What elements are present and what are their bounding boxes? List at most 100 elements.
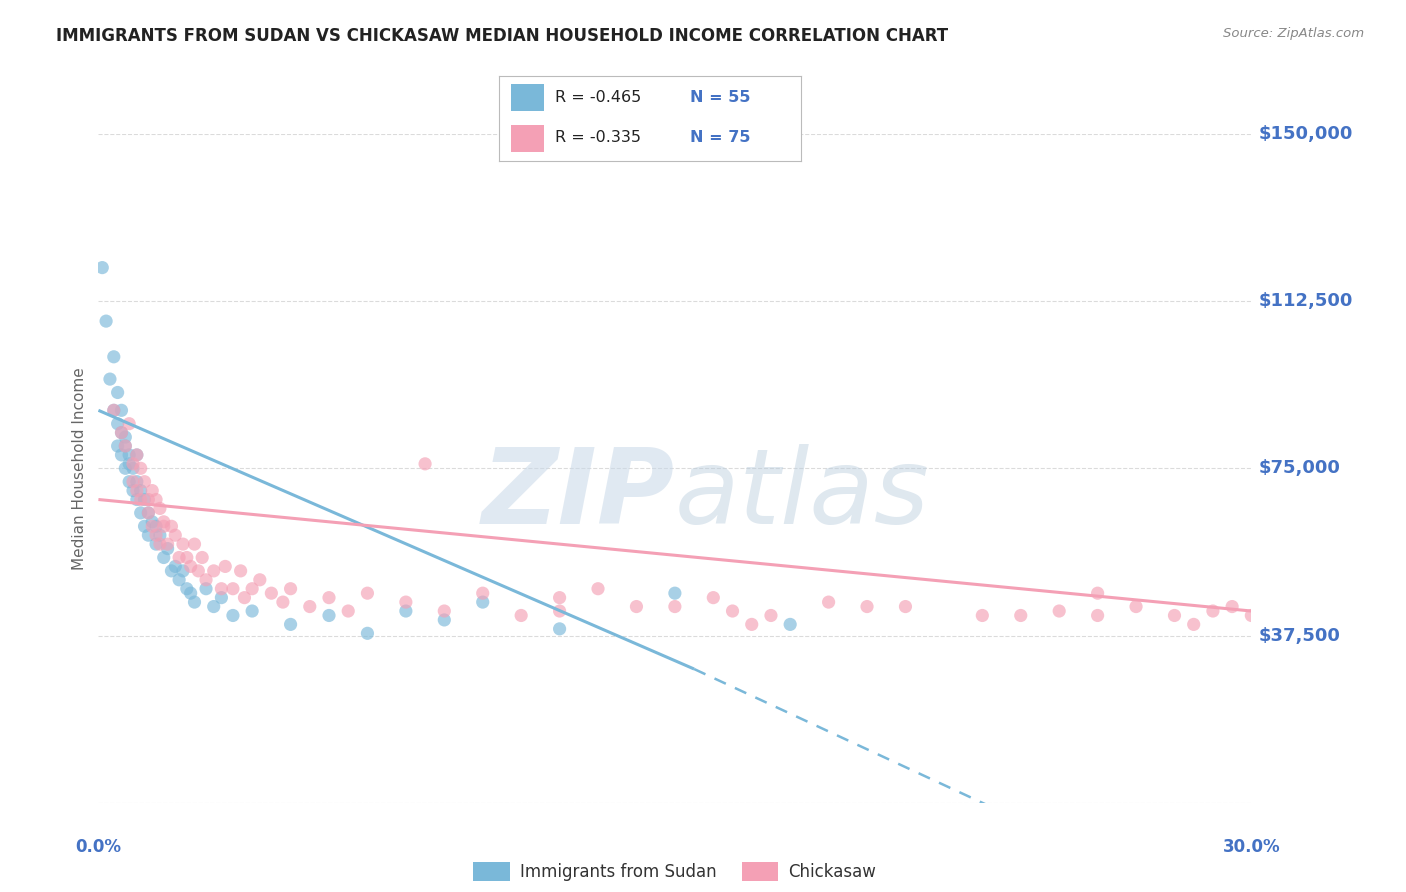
Point — [122, 483, 145, 498]
Point — [249, 573, 271, 587]
Point — [110, 448, 132, 462]
Point — [664, 599, 686, 614]
Point — [395, 604, 418, 618]
Point — [98, 372, 121, 386]
Point — [110, 425, 132, 440]
Point — [165, 559, 187, 574]
Point — [586, 582, 609, 596]
Point — [195, 582, 218, 596]
Point — [202, 564, 225, 578]
Point — [138, 492, 160, 507]
Text: Source: ZipAtlas.com: Source: ZipAtlas.com — [1223, 27, 1364, 40]
Text: ZIP: ZIP — [482, 444, 675, 546]
Point — [702, 591, 724, 605]
Point — [894, 599, 917, 614]
Point — [149, 528, 172, 542]
Text: R = -0.335: R = -0.335 — [555, 129, 641, 145]
Point — [138, 506, 160, 520]
Point — [110, 403, 132, 417]
Point — [152, 550, 174, 565]
Point — [138, 506, 160, 520]
Point — [1087, 586, 1109, 600]
Point — [156, 541, 179, 556]
Point — [145, 528, 167, 542]
Text: $37,500: $37,500 — [1258, 626, 1340, 645]
Point — [118, 417, 141, 431]
Text: N = 75: N = 75 — [689, 129, 749, 145]
Point — [413, 457, 436, 471]
Point — [118, 475, 141, 489]
Point — [1202, 604, 1225, 618]
Point — [149, 501, 172, 516]
Text: 30.0%: 30.0% — [1223, 838, 1279, 856]
Point — [122, 461, 145, 475]
Point — [356, 626, 378, 640]
Point — [172, 537, 194, 551]
Point — [548, 591, 571, 605]
Point — [183, 537, 205, 551]
Point — [1047, 604, 1070, 618]
Text: IMMIGRANTS FROM SUDAN VS CHICKASAW MEDIAN HOUSEHOLD INCOME CORRELATION CHART: IMMIGRANTS FROM SUDAN VS CHICKASAW MEDIA… — [56, 27, 949, 45]
Point — [1182, 617, 1205, 632]
Point — [125, 475, 148, 489]
Point — [129, 492, 152, 507]
Point — [107, 439, 129, 453]
Point — [209, 582, 232, 596]
Point — [103, 403, 125, 417]
Point — [471, 595, 494, 609]
Point — [129, 506, 152, 520]
Point — [125, 448, 148, 462]
Point — [160, 519, 183, 533]
Point — [118, 457, 141, 471]
Point — [260, 586, 283, 600]
Text: atlas: atlas — [675, 444, 929, 546]
Point — [122, 475, 145, 489]
Text: $75,000: $75,000 — [1258, 459, 1340, 477]
Point — [141, 519, 163, 533]
Point — [433, 604, 456, 618]
Point — [110, 425, 132, 440]
Point — [176, 550, 198, 565]
Bar — [512, 125, 544, 152]
Legend: Immigrants from Sudan, Chickasaw: Immigrants from Sudan, Chickasaw — [467, 855, 883, 888]
Point — [395, 595, 418, 609]
Point — [91, 260, 114, 275]
Point — [114, 439, 136, 453]
Point — [107, 385, 129, 400]
Text: 0.0%: 0.0% — [76, 838, 121, 856]
Point — [817, 595, 839, 609]
Point — [280, 582, 302, 596]
Point — [1087, 608, 1109, 623]
Text: R = -0.465: R = -0.465 — [555, 90, 641, 105]
Point — [141, 483, 163, 498]
Point — [141, 515, 163, 529]
Point — [129, 461, 152, 475]
Point — [356, 586, 378, 600]
Point — [180, 559, 202, 574]
Point — [759, 608, 782, 623]
Point — [134, 475, 156, 489]
Point — [160, 564, 183, 578]
Point — [202, 599, 225, 614]
Bar — [512, 85, 544, 112]
Text: N = 55: N = 55 — [689, 90, 749, 105]
Point — [1010, 608, 1032, 623]
Point — [125, 448, 148, 462]
Point — [145, 519, 167, 533]
Point — [471, 586, 494, 600]
Point — [167, 573, 190, 587]
Point — [222, 608, 245, 623]
Point — [318, 591, 340, 605]
Point — [972, 608, 994, 623]
Point — [191, 550, 214, 565]
Point — [318, 608, 340, 623]
Point — [240, 582, 263, 596]
Point — [195, 573, 218, 587]
Point — [134, 519, 156, 533]
Point — [167, 550, 190, 565]
Point — [152, 515, 174, 529]
Point — [138, 528, 160, 542]
Point — [214, 559, 236, 574]
Point — [510, 608, 533, 623]
Point — [779, 617, 801, 632]
